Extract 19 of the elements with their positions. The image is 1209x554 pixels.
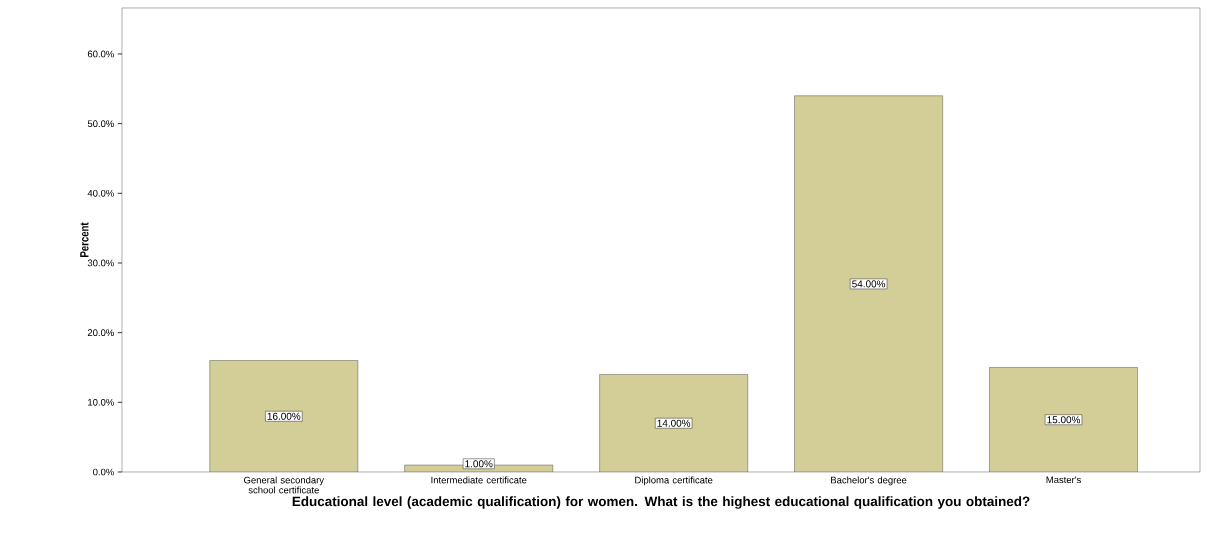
y-tick-label: 30.0% xyxy=(87,259,114,267)
data-label: 1.00% xyxy=(465,460,493,468)
y-tick-label: 20.0% xyxy=(87,329,114,336)
y-tick-label: 40.0% xyxy=(87,189,114,197)
x-axis-title: Educational level (academic qualification) for women. What is the highest educational qualification you obtained? xyxy=(292,496,1030,509)
data-label: 15.00% xyxy=(1047,416,1081,424)
y-axis-title: Percent xyxy=(80,222,89,257)
y-tick-label: 60.0% xyxy=(87,50,114,58)
y-tick-label: 50.0% xyxy=(87,120,114,127)
x-tick-label: Bachelor's degree xyxy=(831,476,907,486)
y-tick-label: 0.0% xyxy=(93,468,114,476)
y-tick-label: 10.0% xyxy=(88,398,114,406)
data-label: 14.00% xyxy=(657,419,691,427)
x-tick-label: Master's xyxy=(1046,476,1081,484)
x-tick-label: General secondary school certificate xyxy=(244,476,325,494)
x-tick-label: Diploma certificate xyxy=(635,476,713,486)
x-tick-label: Intermediate certificate xyxy=(431,476,527,484)
data-label: 16.00% xyxy=(267,412,301,420)
data-label: 54.00% xyxy=(852,280,886,288)
